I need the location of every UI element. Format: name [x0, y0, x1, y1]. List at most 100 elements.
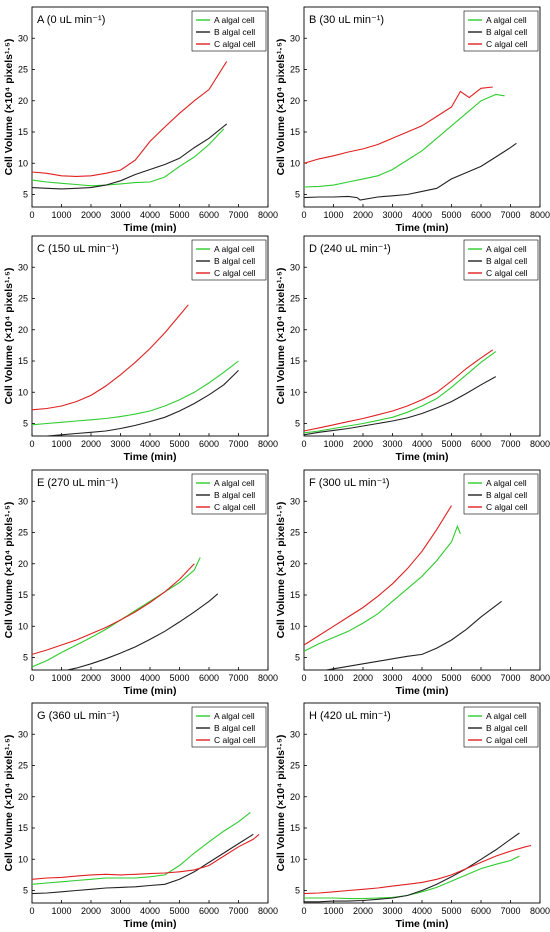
legend-label: B algal cell: [214, 256, 255, 266]
y-tick-label: 30: [290, 33, 300, 43]
chart-panel: 0 1000 2000 3000 4000 5000 6000 7000 8000 5 10 15 20…: [275, 6, 550, 234]
legend-label: B algal cell: [486, 256, 527, 266]
y-tick-label: 25: [18, 528, 28, 538]
chart-panel: 0 1000 2000 3000 4000 5000 6000 7000 8000 5 10 15 20…: [275, 469, 550, 697]
y-axis-label: Cell Volume (×10⁴ pixels¹·⁵): [3, 268, 15, 405]
series-line: [32, 61, 228, 177]
y-tick-label: 30: [18, 262, 28, 272]
y-tick-label: 15: [18, 356, 28, 366]
x-tick-label: 3000: [110, 673, 130, 683]
series-line: [304, 855, 520, 900]
y-tick-label: 15: [290, 127, 300, 137]
y-tick-label: 30: [18, 496, 28, 506]
legend-label: C algal cell: [486, 268, 528, 278]
series-line: [32, 557, 201, 668]
x-tick-label: 7000: [228, 439, 248, 449]
x-tick-label: 2000: [81, 210, 101, 220]
series-line: [32, 123, 228, 190]
x-tick-label: 0: [301, 210, 306, 220]
series-line: [304, 142, 517, 201]
y-tick-label: 15: [18, 127, 28, 137]
x-tick-label: 6000: [199, 906, 219, 916]
y-tick-label: 20: [290, 325, 300, 335]
y-tick-label: 10: [290, 854, 300, 864]
x-tick-label: 7000: [500, 439, 520, 449]
x-axis-label: Time (min): [396, 685, 449, 697]
x-tick-label: 1000: [51, 673, 71, 683]
x-tick-label: 6000: [471, 210, 491, 220]
y-axis-label: Cell Volume (×10⁴ pixels¹·⁵): [3, 735, 15, 872]
x-tick-label: 7000: [228, 673, 248, 683]
x-axis-label: Time (min): [124, 222, 177, 234]
y-tick-label: 5: [23, 886, 28, 896]
x-tick-label: 6000: [471, 673, 491, 683]
series-line: [32, 833, 260, 880]
y-tick-label: 30: [18, 33, 28, 43]
legend-label: B algal cell: [486, 490, 527, 500]
x-tick-label: 7000: [500, 210, 520, 220]
y-tick-label: 10: [290, 387, 300, 397]
x-axis-label: Time (min): [124, 685, 177, 697]
x-tick-label: 3000: [110, 210, 130, 220]
series-line: [304, 524, 461, 652]
x-tick-label: 4000: [140, 906, 160, 916]
x-tick-label: 1000: [51, 210, 71, 220]
x-tick-label: 7000: [500, 906, 520, 916]
chart-panel: 0 1000 2000 3000 4000 5000 6000 7000 8000 5 10 15 20…: [275, 235, 550, 463]
chart-panel: 0 1000 2000 3000 4000 5000 6000 7000 8000 5 10 15 20…: [275, 702, 550, 930]
x-tick-label: 6000: [199, 210, 219, 220]
x-tick-label: 2000: [353, 439, 373, 449]
x-tick-label: 0: [301, 439, 306, 449]
y-tick-label: 10: [18, 158, 28, 168]
x-tick-label: 1000: [323, 673, 343, 683]
x-tick-label: 4000: [412, 439, 432, 449]
chart-panel: 0 1000 2000 3000 4000 5000 6000 7000 8000 5 10 15 20…: [3, 469, 278, 697]
x-tick-label: 1000: [51, 906, 71, 916]
x-axis-label: Time (min): [396, 222, 449, 234]
x-tick-label: 6000: [471, 906, 491, 916]
legend-label: C algal cell: [214, 268, 256, 278]
y-tick-label: 25: [18, 65, 28, 75]
y-tick-label: 25: [290, 294, 300, 304]
x-tick-label: 5000: [169, 673, 189, 683]
y-tick-label: 10: [18, 387, 28, 397]
legend-label: A algal cell: [214, 478, 255, 488]
legend-label: B algal cell: [486, 723, 527, 733]
panel-title: D (240 uL min⁻¹): [309, 243, 391, 255]
y-tick-label: 10: [290, 621, 300, 631]
x-tick-label: 0: [301, 673, 306, 683]
x-tick-label: 0: [29, 210, 34, 220]
y-tick-label: 15: [290, 590, 300, 600]
y-tick-label: 30: [290, 496, 300, 506]
panel-title: G (360 uL min⁻¹): [37, 710, 119, 722]
y-tick-label: 20: [290, 559, 300, 569]
y-tick-label: 20: [290, 792, 300, 802]
x-tick-label: 1000: [323, 906, 343, 916]
x-tick-label: 4000: [412, 210, 432, 220]
x-tick-label: 4000: [140, 439, 160, 449]
y-tick-label: 10: [18, 621, 28, 631]
x-tick-label: 3000: [110, 906, 130, 916]
x-tick-label: 5000: [169, 210, 189, 220]
y-tick-label: 25: [290, 528, 300, 538]
series-line: [32, 360, 239, 426]
x-tick-label: 0: [29, 673, 34, 683]
series-line: [304, 376, 497, 436]
y-tick-label: 15: [18, 590, 28, 600]
y-axis-label: Cell Volume (×10⁴ pixels¹·⁵): [275, 735, 287, 872]
x-tick-label: 2000: [81, 906, 101, 916]
series-line: [323, 600, 502, 670]
legend-label: C algal cell: [486, 502, 528, 512]
legend-label: B algal cell: [214, 490, 255, 500]
legend-label: B algal cell: [486, 27, 527, 37]
y-axis-label: Cell Volume (×10⁴ pixels¹·⁵): [275, 39, 287, 176]
x-tick-label: 0: [29, 906, 34, 916]
y-tick-label: 25: [18, 294, 28, 304]
series-line: [304, 844, 532, 895]
y-tick-label: 25: [18, 761, 28, 771]
y-axis-label: Cell Volume (×10⁴ pixels¹·⁵): [3, 502, 15, 639]
y-tick-label: 15: [290, 356, 300, 366]
legend-label: A algal cell: [486, 15, 527, 25]
x-tick-label: 8000: [530, 210, 550, 220]
